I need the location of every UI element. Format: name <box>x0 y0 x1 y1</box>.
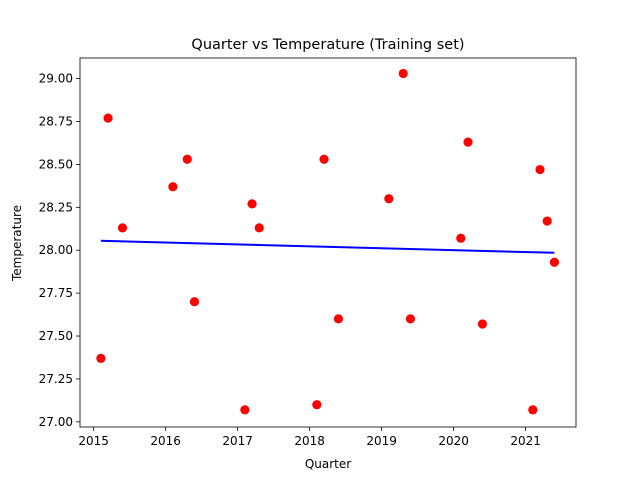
x-axis-title: Quarter <box>305 457 351 471</box>
x-tick-label: 2017 <box>222 434 253 448</box>
data-point <box>456 233 466 243</box>
data-point <box>528 405 538 415</box>
data-point <box>189 297 200 307</box>
y-tick-label: 28.50 <box>39 157 73 171</box>
data-point <box>312 400 322 410</box>
data-point <box>168 182 178 192</box>
data-point <box>103 113 113 123</box>
axes-frame <box>79 57 577 428</box>
data-point <box>542 216 552 226</box>
y-tick-label: 27.25 <box>39 372 73 386</box>
y-axis-title: Temperature <box>10 205 24 282</box>
data-point <box>384 194 394 204</box>
y-tick-label: 28.75 <box>39 115 73 129</box>
regression-line <box>100 239 555 254</box>
y-tick-label: 27.50 <box>39 329 73 343</box>
data-point <box>247 199 257 209</box>
plot-area: 2015 2016 2017 2018 2019 2020 2021 27.00 27.25 27… <box>39 57 577 448</box>
data-point <box>254 223 264 233</box>
y-tick-label: 28.25 <box>39 200 73 214</box>
x-tick-label: 2015 <box>78 434 109 448</box>
data-point <box>96 353 106 363</box>
data-point <box>117 223 128 233</box>
data-point <box>182 154 192 164</box>
data-point <box>535 164 545 175</box>
data-point <box>463 137 473 147</box>
x-tick-label: 2021 <box>510 434 541 448</box>
data-point <box>398 68 408 79</box>
data-point <box>319 154 329 164</box>
x-tick-label: 2016 <box>150 434 181 448</box>
y-tick-label: 29.00 <box>39 72 73 86</box>
data-point <box>333 314 344 324</box>
data-point <box>477 319 488 329</box>
y-tick-label: 27.00 <box>39 415 73 429</box>
data-point <box>549 257 560 267</box>
x-tick-label: 2020 <box>438 434 469 448</box>
data-point <box>240 405 250 415</box>
x-tick-label: 2019 <box>366 434 397 448</box>
y-tick-label: 27.75 <box>39 286 73 300</box>
data-point <box>405 314 416 324</box>
chart-title: Quarter vs Temperature (Training set) <box>191 37 464 53</box>
y-tick-label: 28.00 <box>39 243 73 257</box>
x-tick-label: 2018 <box>294 434 325 448</box>
